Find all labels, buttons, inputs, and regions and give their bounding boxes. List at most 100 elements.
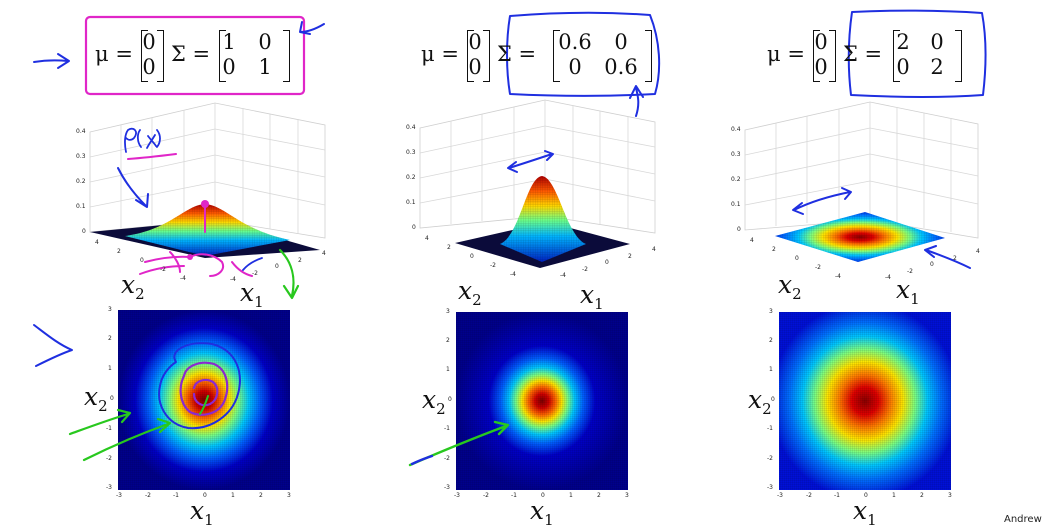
z-tick: 0: [737, 226, 741, 233]
x-tick: -2: [145, 492, 151, 499]
z-tick: 0: [82, 228, 86, 235]
double-arrow-icon-wide: [792, 187, 852, 215]
x1-tick: 4: [652, 246, 656, 253]
contour-middle: [179, 361, 229, 416]
mu-value: 0: [468, 55, 482, 79]
arrow-icon-to-surface: [117, 167, 149, 208]
sigma-cell: 0.6: [558, 30, 592, 54]
y-tick: 2: [769, 337, 773, 344]
density-x1-label: x1: [530, 496, 554, 529]
x2-tick: 2: [117, 248, 121, 255]
surface-x2-label: x2: [121, 270, 145, 303]
surface-mesh-1: [125, 204, 290, 256]
x2-tick: -4: [180, 275, 186, 282]
x1-tick: 4: [322, 250, 326, 257]
x2-tick: -4: [510, 271, 516, 278]
contour-outer: [158, 342, 241, 430]
mu-value: 0: [814, 30, 828, 54]
y-tick: 0: [448, 396, 452, 403]
sigma-cell: 0.6: [604, 55, 638, 79]
double-arrow-icon-narrow: [507, 150, 554, 173]
surface-x2-label: x2: [778, 270, 802, 303]
z-tick: 0.4: [76, 128, 86, 135]
y-tick: 2: [446, 337, 450, 344]
x-tick: 3: [948, 492, 952, 499]
surface-x1-label: x1: [896, 275, 920, 308]
x2-tick: 0: [795, 255, 799, 262]
x2-tick: -4: [835, 273, 841, 280]
x-tick: 0: [203, 492, 207, 499]
y-tick: -1: [106, 425, 112, 432]
z-tick: 0.2: [731, 176, 741, 183]
density-x2-label: x2: [84, 382, 108, 415]
sigma-cell: 0: [222, 55, 236, 79]
x2-tick: 4: [95, 239, 99, 246]
arrow-icon-flat-surface: [924, 245, 971, 269]
mu-value: 0: [142, 55, 156, 79]
y-tick: 1: [108, 365, 112, 372]
x1-tick: -2: [907, 268, 913, 275]
x2-tick: 2: [447, 244, 451, 251]
y-tick: -3: [444, 484, 450, 491]
sigma-cell: 1: [222, 30, 236, 54]
density-x1-label: x1: [190, 496, 214, 529]
sigma-label: Σ =: [497, 42, 537, 66]
surface-mesh-2: [500, 176, 586, 262]
sigma-cell: 2: [930, 55, 944, 79]
sigma-cell: 1: [258, 55, 272, 79]
z-tick: 0.4: [406, 124, 416, 131]
density-image-3: [779, 312, 951, 490]
sigma-cell: 0: [896, 55, 910, 79]
x2-tick: 0: [470, 253, 474, 260]
surface-x1-label: x1: [580, 280, 604, 313]
mu-value: 0: [468, 30, 482, 54]
density-x1-label: x1: [853, 496, 877, 529]
x1-tick: 2: [953, 255, 957, 262]
highlight-box-sigma-2: [847, 9, 987, 98]
pink-guide-strokes: [139, 251, 253, 277]
sigma-cell: 0: [568, 55, 582, 79]
x1-tick: -4: [885, 274, 891, 281]
sigma-cell: 2: [896, 30, 910, 54]
y-tick: 0: [771, 396, 775, 403]
density-x2-label: x2: [422, 385, 446, 418]
highlight-box-sigma-0.6: [506, 11, 661, 97]
contour-inner: [192, 378, 219, 407]
z-tick: 0.2: [406, 174, 416, 181]
x2-tick: 4: [425, 235, 429, 242]
z-tick: 0.3: [406, 149, 416, 156]
z-tick: 0: [412, 224, 416, 231]
x1-tick: -2: [582, 266, 588, 273]
mu-value: 0: [814, 55, 828, 79]
surface-mesh-3: [775, 212, 945, 262]
x-tick: 0: [541, 492, 545, 499]
y-tick: -2: [767, 455, 773, 462]
x-tick: 2: [920, 492, 924, 499]
x2-tick: -2: [490, 262, 496, 269]
y-tick: -3: [767, 484, 773, 491]
green-arrow-icon-contour-1: [68, 408, 132, 436]
underline-p-of-x: [127, 153, 177, 160]
surface-x2-label: x2: [458, 276, 482, 309]
x1-tick: 2: [628, 253, 632, 260]
surface-x1-label: x1: [240, 278, 264, 311]
x-tick: -3: [454, 492, 460, 499]
y-tick: 2: [108, 335, 112, 342]
arrow-icon-box-corner: [299, 21, 325, 35]
x2-tick: -2: [160, 266, 166, 273]
x-tick: -1: [834, 492, 840, 499]
sigma-label: Σ =: [171, 42, 211, 66]
x1-tick: -4: [230, 276, 236, 283]
y-tick: -2: [444, 455, 450, 462]
x2-tick: 4: [750, 237, 754, 244]
x1-tick: 2: [298, 257, 302, 264]
x-tick: 1: [569, 492, 573, 499]
x1-tick: -4: [560, 272, 566, 279]
blue-arrow-tail: [410, 454, 434, 466]
x1-tick: 0: [930, 261, 934, 268]
z-tick: 0.3: [731, 151, 741, 158]
density-image-1: [118, 310, 290, 490]
x1-tick: -2: [252, 270, 258, 277]
sigma-cell: 0: [258, 30, 272, 54]
